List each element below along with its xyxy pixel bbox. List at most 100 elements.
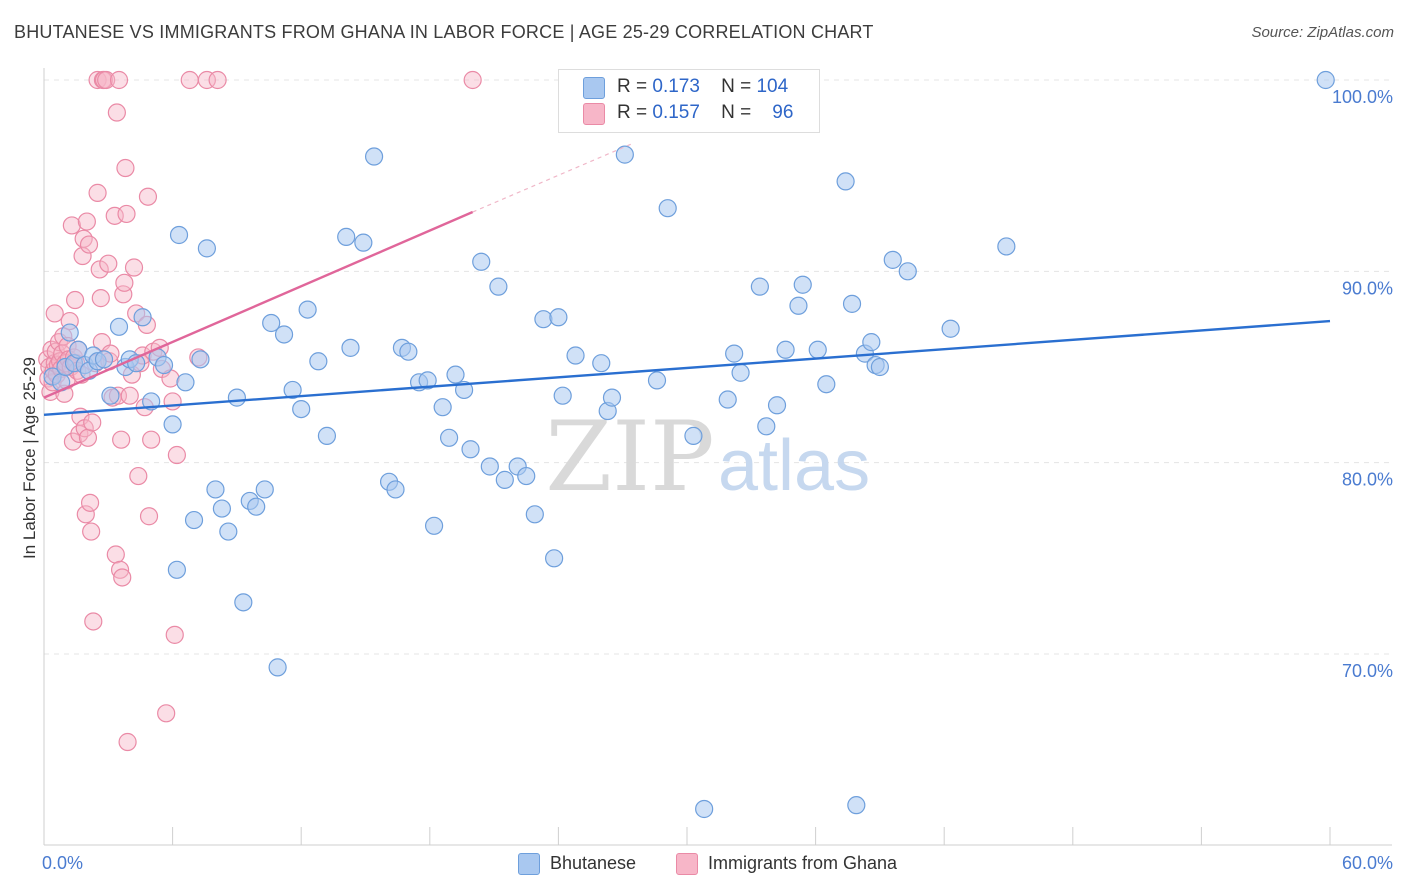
bhutanese-point bbox=[317, 426, 337, 445]
bhutanese-point bbox=[725, 344, 744, 363]
grid-lines bbox=[44, 79, 1390, 655]
bhutanese-point bbox=[191, 350, 210, 369]
ghana-point bbox=[138, 187, 158, 206]
series-legend: Bhutanese Immigrants from Ghana bbox=[0, 852, 1406, 876]
bhutanese-point bbox=[461, 440, 480, 459]
correlation-legend: R = 0.173 N = 104 R = 0.157 N = 96 bbox=[558, 69, 820, 133]
ghana-point bbox=[115, 273, 134, 292]
bhutanese-point bbox=[750, 277, 769, 296]
ghana-point bbox=[105, 206, 124, 225]
bhutanese-point bbox=[169, 225, 189, 245]
bhutanese-point bbox=[176, 373, 195, 392]
bhutanese-point bbox=[480, 457, 499, 476]
bhutanese-point bbox=[446, 365, 465, 384]
legend-swatch-pink bbox=[583, 103, 605, 125]
ghana-point bbox=[157, 704, 176, 723]
bhutanese-point bbox=[553, 386, 572, 405]
ghana-point bbox=[208, 70, 227, 90]
bhutanese-point bbox=[354, 233, 373, 252]
ghana-point bbox=[82, 522, 101, 541]
bhutanese-point bbox=[566, 346, 585, 365]
legend-label-ghana: Immigrants from Ghana bbox=[708, 853, 898, 873]
bhutanese-point bbox=[842, 294, 862, 313]
bhutanese-point bbox=[247, 497, 266, 516]
bhutanese-point bbox=[602, 388, 622, 407]
bhutanese-point bbox=[1316, 70, 1335, 90]
watermark: ZIP atlas bbox=[545, 401, 870, 513]
bhutanese-point bbox=[862, 333, 881, 352]
bhutanese-point bbox=[525, 505, 544, 524]
ghana-point bbox=[165, 625, 184, 644]
bhutanese-point bbox=[776, 340, 795, 359]
bhutanese-point bbox=[898, 262, 917, 281]
bhutanese-point bbox=[184, 510, 204, 530]
y-tick-label: 90.0% bbox=[1342, 278, 1393, 298]
bhutanese-point bbox=[883, 250, 902, 269]
bhutanese-point bbox=[283, 380, 302, 400]
ghana-point bbox=[180, 70, 199, 90]
bhutanese-point bbox=[836, 172, 855, 191]
bhutanese-point bbox=[767, 396, 787, 415]
bhutanese-point bbox=[167, 560, 186, 579]
bhutanese-point bbox=[101, 386, 120, 405]
bhutanese-point bbox=[684, 426, 703, 445]
y-tick-label: 100.0% bbox=[1332, 87, 1393, 107]
bhutanese-trend-line bbox=[43, 319, 1331, 417]
bhutanese-point bbox=[274, 325, 294, 344]
legend-n-value: 96 bbox=[772, 102, 794, 123]
bhutanese-point bbox=[615, 145, 634, 164]
bhutanese-point bbox=[268, 658, 287, 677]
ghana-point bbox=[99, 254, 118, 273]
bhutanese-point bbox=[341, 338, 360, 357]
ghana-point bbox=[463, 70, 482, 90]
ghana-point bbox=[97, 70, 116, 90]
ghana-point bbox=[120, 386, 139, 405]
bhutanese-point bbox=[647, 371, 667, 390]
ghana-point bbox=[142, 430, 161, 449]
ghana-point bbox=[91, 289, 110, 308]
bhutanese-point bbox=[418, 371, 437, 390]
bhutanese-point bbox=[731, 363, 750, 382]
bhutanese-point bbox=[364, 147, 384, 166]
ghana-point bbox=[76, 505, 95, 524]
bhutanese-point bbox=[262, 313, 281, 333]
ghana-point bbox=[112, 430, 131, 449]
legend-label-bhutanese: Bhutanese bbox=[550, 853, 637, 873]
ghana-point bbox=[113, 568, 132, 587]
bhutanese-point bbox=[94, 350, 114, 369]
bhutanese-point bbox=[292, 399, 311, 419]
bhutanese-point bbox=[109, 317, 129, 336]
bhutanese-point bbox=[439, 428, 459, 447]
watermark-zip: ZIP bbox=[545, 401, 714, 513]
bhutanese-point bbox=[808, 340, 827, 359]
legend-n-label: N = bbox=[721, 76, 752, 97]
legend-r-value: 0.157 bbox=[652, 102, 700, 123]
bhutanese-point bbox=[399, 342, 418, 361]
bhutanese-point bbox=[495, 470, 514, 489]
ghana-point bbox=[117, 204, 136, 224]
bhutanese-point bbox=[870, 357, 890, 377]
legend-swatch-blue bbox=[518, 853, 540, 875]
ghana-point bbox=[116, 158, 135, 178]
legend-n-value: 104 bbox=[756, 76, 789, 97]
ghana-point bbox=[45, 304, 64, 323]
legend-r-label: R = bbox=[617, 102, 648, 123]
axes bbox=[43, 68, 1392, 846]
bhutanese-point bbox=[997, 237, 1016, 256]
bhutanese-point bbox=[255, 480, 274, 499]
bhutanese-point bbox=[817, 375, 836, 394]
bhutanese-point bbox=[545, 549, 564, 568]
tick-labels: 70.0% 80.0% 90.0% 100.0% 0.0% 60.0% bbox=[42, 87, 1393, 873]
trend-lines bbox=[43, 142, 1331, 417]
bhutanese-point bbox=[847, 796, 866, 815]
ghana-point bbox=[84, 612, 103, 631]
ghana-point bbox=[88, 183, 107, 202]
watermark-atlas: atlas bbox=[718, 426, 870, 506]
ghana-point bbox=[80, 493, 100, 512]
bhutanese-point bbox=[549, 308, 568, 327]
y-tick-label: 80.0% bbox=[1342, 470, 1393, 490]
bhutanese-point bbox=[534, 310, 553, 329]
bhutanese-point bbox=[298, 300, 317, 319]
ghana-trend-line bbox=[43, 210, 474, 399]
